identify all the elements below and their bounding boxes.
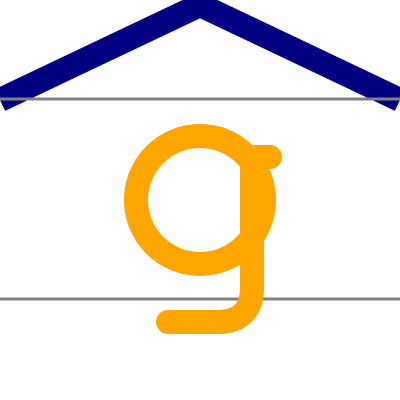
- letter-g-glyph: [124, 124, 282, 334]
- letter-g-stem: [156, 145, 282, 334]
- roof-chevron-icon: [0, 0, 400, 111]
